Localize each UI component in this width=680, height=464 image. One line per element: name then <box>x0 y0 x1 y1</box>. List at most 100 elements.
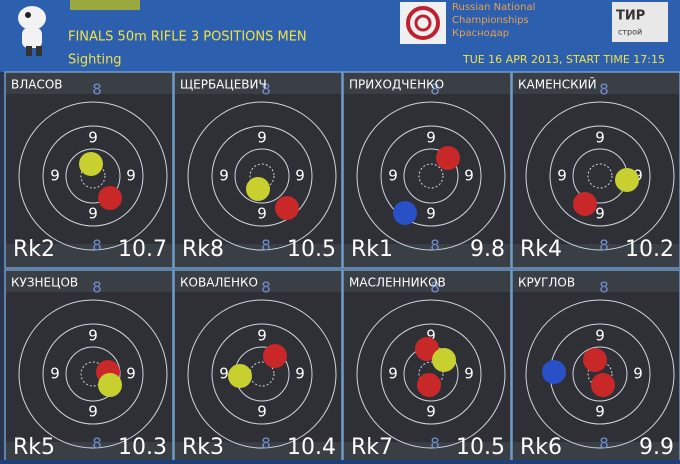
target-bg <box>513 94 679 244</box>
ring-inner <box>572 346 628 402</box>
shot <box>542 360 566 384</box>
target-bg <box>344 94 510 244</box>
athlete-name: ПРИХОДЧЕНКО <box>349 78 444 92</box>
ring-label: 9 <box>595 205 605 223</box>
header-bar <box>0 0 680 72</box>
ring-label: 8 <box>92 237 102 255</box>
ring-label: 8 <box>430 435 440 453</box>
ring-label: 8 <box>599 279 609 297</box>
rank: Rk7 <box>351 435 393 460</box>
ring-label: 8 <box>261 237 271 255</box>
score: 10.3 <box>118 435 167 460</box>
target-bg <box>344 292 510 442</box>
ring-label: 9 <box>50 167 60 185</box>
ring-label: 9 <box>464 365 474 383</box>
ring-outer <box>356 101 506 251</box>
ring-outer <box>187 101 337 251</box>
athlete-panel: 9 9 9 9 8 8 КУЗНЕЦОВ Rk5 10.3 <box>4 269 174 464</box>
score: 10.7 <box>118 237 167 262</box>
target-bg <box>175 94 341 244</box>
ring-inner <box>403 148 459 204</box>
ring-ten <box>249 163 275 189</box>
ring-label: 8 <box>430 81 440 99</box>
ring-label: 9 <box>426 403 436 421</box>
athlete-panel: 999988КРУГЛОВRk69.9 <box>511 269 680 464</box>
score: 9.9 <box>639 435 674 460</box>
athlete-panel: 999988КАМЕНСКИЙRk410.2 <box>511 71 680 269</box>
ring-outer <box>18 101 168 251</box>
shot <box>583 348 607 372</box>
ring-middle <box>549 125 651 227</box>
ring-label: 8 <box>92 279 102 297</box>
target: 9 9 9 9 8 8 <box>344 279 510 453</box>
ring-inner <box>65 346 121 402</box>
ring-label: 9 <box>257 403 267 421</box>
athlete-name: КАМЕНСКИЙ <box>518 77 597 92</box>
championship-line: Russian National <box>452 2 535 13</box>
shot <box>615 168 639 192</box>
shot <box>228 364 252 388</box>
ring-label: 9 <box>257 129 267 147</box>
ring-outer <box>356 299 506 449</box>
shot <box>591 373 615 397</box>
ring-label: 9 <box>88 205 98 223</box>
athlete-name: ВЛАСОВ <box>11 78 63 92</box>
ring-label: 9 <box>88 403 98 421</box>
ring-outer <box>18 299 168 449</box>
ring-label: 8 <box>92 435 102 453</box>
ring-label: 8 <box>430 279 440 297</box>
ring-label: 9 <box>388 365 398 383</box>
ring-middle <box>211 323 313 425</box>
ring-label: 8 <box>261 435 271 453</box>
shot <box>393 201 417 225</box>
sponsor-logo <box>612 2 668 42</box>
rank: Rk5 <box>13 435 55 460</box>
ring-label: 8 <box>599 237 609 255</box>
ring-label: 9 <box>388 167 398 185</box>
sponsor-sub: строй <box>618 28 642 37</box>
ring-label: 9 <box>257 327 267 345</box>
ring-middle <box>380 125 482 227</box>
ring-label: 8 <box>261 81 271 99</box>
ring-label: 9 <box>219 365 229 383</box>
ring-label: 9 <box>426 327 436 345</box>
rank: Rk2 <box>13 237 55 262</box>
shot <box>79 152 103 176</box>
ring-ten <box>587 163 613 189</box>
rank: Rk1 <box>351 237 393 262</box>
ring-middle <box>380 323 482 425</box>
ring-label: 9 <box>88 129 98 147</box>
shot <box>432 348 456 372</box>
logo-ring <box>414 14 432 32</box>
ring-outer <box>525 101 675 251</box>
ring-label: 8 <box>599 81 609 99</box>
championship-line: Championships <box>452 15 529 26</box>
ring-label: 9 <box>257 205 267 223</box>
date-time: TUE 16 APR 2013, START TIME 17:15 <box>462 53 665 66</box>
athlete-name: ЩЕРБАЦЕВИЧ <box>180 78 267 92</box>
rank: Rk6 <box>520 435 562 460</box>
ring-label: 8 <box>92 81 102 99</box>
shot <box>573 192 597 216</box>
target-bg <box>175 292 341 442</box>
ring-label: 9 <box>426 129 436 147</box>
shot <box>98 373 122 397</box>
ring-middle <box>42 125 144 227</box>
ring-label: 9 <box>464 167 474 185</box>
championship-line: Краснодар <box>452 28 509 39</box>
header-strip <box>70 0 140 10</box>
rank: Rk4 <box>520 237 562 262</box>
shot <box>415 337 439 361</box>
ring-label: 9 <box>295 365 305 383</box>
ring-label: 9 <box>595 129 605 147</box>
athlete-name: КОВАЛЕНКО <box>180 276 258 290</box>
